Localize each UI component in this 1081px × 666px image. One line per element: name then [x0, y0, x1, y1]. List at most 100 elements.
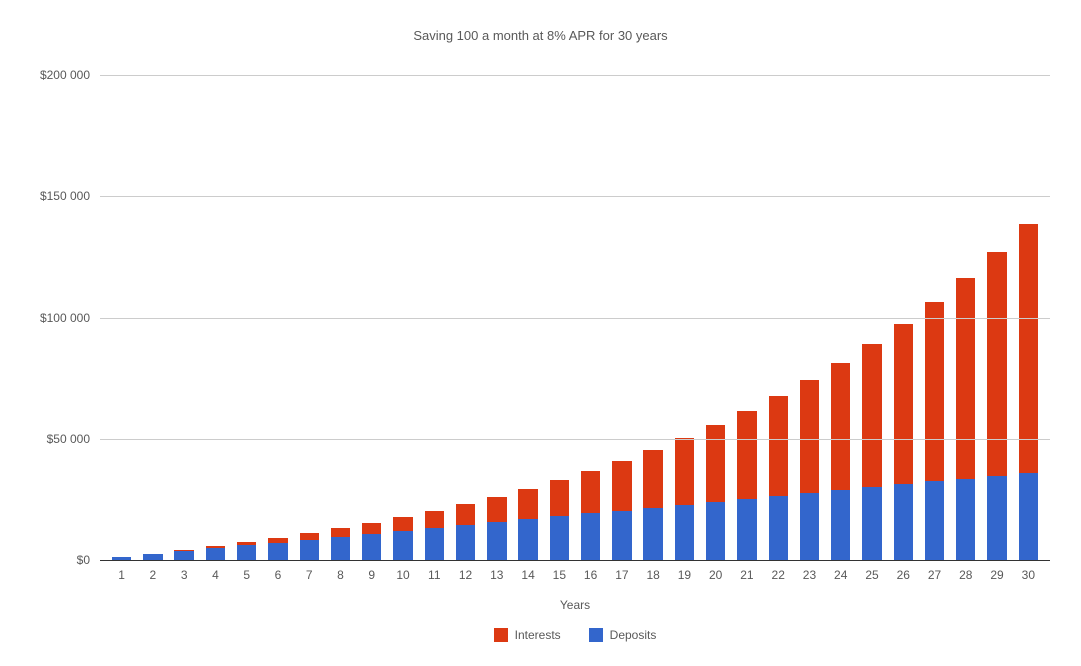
- stacked-bar: [675, 438, 694, 560]
- stacked-bar: [581, 471, 600, 560]
- bar-segment-deposits: [956, 479, 975, 560]
- legend: Interests Deposits: [100, 628, 1050, 642]
- bar-segment-interests: [831, 363, 850, 490]
- bar-segment-deposits: [550, 516, 569, 560]
- bar-segment-interests: [769, 396, 788, 496]
- bar-segment-deposits: [769, 496, 788, 560]
- x-axis-tick-label: 22: [772, 568, 785, 582]
- bar-segment-deposits: [518, 519, 537, 560]
- stacked-bar: [393, 517, 412, 560]
- y-axis-tick-label: $150 000: [10, 189, 90, 203]
- bar-segment-deposits: [706, 502, 725, 560]
- stacked-bar: [706, 425, 725, 560]
- bar-segment-deposits: [487, 522, 506, 560]
- stacked-bar: [550, 480, 569, 560]
- legend-swatch: [494, 628, 508, 642]
- bar-segment-deposits: [737, 499, 756, 560]
- bar-segment-interests: [425, 511, 444, 528]
- stacked-bar: [206, 546, 225, 560]
- bar-segment-interests: [706, 425, 725, 502]
- x-axis-tick-label: 25: [865, 568, 878, 582]
- stacked-bar: [518, 489, 537, 560]
- bar-segment-interests: [925, 302, 944, 482]
- bar-segment-deposits: [425, 528, 444, 560]
- bar-segment-interests: [362, 523, 381, 534]
- stacked-bar: [487, 497, 506, 560]
- y-axis-tick-label: $0: [10, 553, 90, 567]
- bar-segment-deposits: [925, 481, 944, 560]
- x-axis-tick-label: 21: [740, 568, 753, 582]
- stacked-bar: [987, 252, 1006, 560]
- stacked-bar: [862, 344, 881, 560]
- x-axis-tick-label: 9: [368, 568, 375, 582]
- y-axis-tick-label: $200 000: [10, 68, 90, 82]
- x-axis-tick-label: 15: [553, 568, 566, 582]
- x-axis-tick-label: 23: [803, 568, 816, 582]
- x-axis-tick-label: 20: [709, 568, 722, 582]
- bar-segment-interests: [456, 504, 475, 525]
- bar-segment-interests: [800, 380, 819, 493]
- stacked-bar: [425, 511, 444, 560]
- stacked-bar: [174, 550, 193, 560]
- x-axis-tick-label: 27: [928, 568, 941, 582]
- savings-stacked-bar-chart: Saving 100 a month at 8% APR for 30 year…: [0, 0, 1081, 666]
- bar-segment-interests: [987, 252, 1006, 476]
- bar-segment-interests: [956, 278, 975, 479]
- bar-segment-interests: [862, 344, 881, 487]
- bar-segment-interests: [675, 438, 694, 505]
- x-axis-tick-label: 2: [150, 568, 157, 582]
- bar-segment-interests: [550, 480, 569, 516]
- x-axis-tick-label: 12: [459, 568, 472, 582]
- stacked-bar: [362, 523, 381, 560]
- bar-segment-deposits: [268, 543, 287, 560]
- stacked-bar: [268, 538, 287, 560]
- stacked-bar: [737, 411, 756, 560]
- bar-segment-deposits: [331, 537, 350, 560]
- chart-title: Saving 100 a month at 8% APR for 30 year…: [0, 28, 1081, 43]
- gridline: [100, 560, 1050, 561]
- x-axis-tick-label: 29: [990, 568, 1003, 582]
- stacked-bar: [456, 504, 475, 560]
- bar-segment-deposits: [174, 551, 193, 560]
- x-axis-tick-label: 19: [678, 568, 691, 582]
- stacked-bar: [237, 542, 256, 560]
- plot-area: 1234567891011121314151617181920212223242…: [100, 75, 1050, 560]
- x-axis-tick-label: 1: [118, 568, 125, 582]
- x-axis-title: Years: [100, 598, 1050, 612]
- bar-segment-interests: [737, 411, 756, 499]
- stacked-bar: [831, 363, 850, 560]
- bar-segment-deposits: [894, 484, 913, 560]
- bar-segment-deposits: [862, 487, 881, 560]
- bar-segment-deposits: [393, 531, 412, 560]
- stacked-bar: [956, 278, 975, 560]
- bar-segment-interests: [894, 324, 913, 485]
- bar-segment-interests: [612, 461, 631, 511]
- legend-label: Interests: [515, 628, 561, 642]
- bar-segment-interests: [643, 450, 662, 508]
- x-axis-tick-label: 13: [490, 568, 503, 582]
- bar-segment-deposits: [1019, 473, 1038, 560]
- stacked-bar: [769, 396, 788, 560]
- bar-segment-deposits: [831, 490, 850, 560]
- x-axis-tick-label: 8: [337, 568, 344, 582]
- x-axis-tick-label: 24: [834, 568, 847, 582]
- legend-swatch: [589, 628, 603, 642]
- bar-segment-deposits: [362, 534, 381, 560]
- legend-label: Deposits: [610, 628, 657, 642]
- gridline: [100, 196, 1050, 197]
- bar-segment-deposits: [612, 511, 631, 560]
- stacked-bar: [643, 450, 662, 560]
- bar-segment-deposits: [456, 525, 475, 560]
- stacked-bar: [300, 533, 319, 560]
- bar-segment-deposits: [800, 493, 819, 560]
- x-axis-tick-label: 10: [396, 568, 409, 582]
- x-axis-tick-label: 5: [243, 568, 250, 582]
- bar-segment-deposits: [987, 476, 1006, 560]
- bar-segment-interests: [331, 528, 350, 536]
- bar-segment-interests: [393, 517, 412, 531]
- y-axis-tick-label: $50 000: [10, 432, 90, 446]
- stacked-bar: [894, 324, 913, 560]
- x-axis-tick-label: 17: [615, 568, 628, 582]
- bar-segment-interests: [487, 497, 506, 523]
- legend-item-deposits: Deposits: [589, 628, 657, 642]
